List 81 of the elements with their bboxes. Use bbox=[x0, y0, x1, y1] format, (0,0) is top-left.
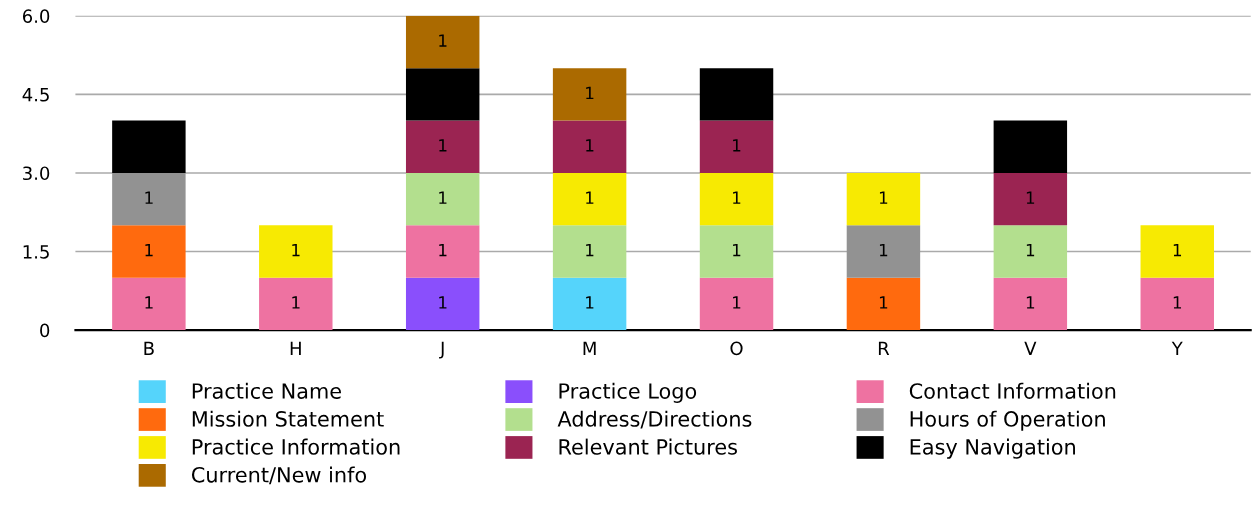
bar bbox=[1140, 277, 1214, 331]
bar bbox=[259, 277, 333, 331]
data-label: 1 bbox=[292, 243, 300, 257]
bar bbox=[405, 172, 480, 226]
data-label: 1 bbox=[1026, 191, 1035, 204]
bar bbox=[112, 120, 186, 173]
data-label: 1 bbox=[879, 243, 888, 257]
legend-label: Hours of Operation bbox=[910, 410, 1105, 431]
data-label: 1 bbox=[145, 243, 153, 257]
x-tick-label: H bbox=[290, 341, 301, 355]
data-label: 1 bbox=[733, 243, 741, 257]
data-label: 1 bbox=[439, 296, 447, 309]
bar bbox=[552, 68, 627, 121]
bar bbox=[993, 172, 1068, 226]
bar bbox=[552, 277, 627, 331]
y-tick-label: 0 bbox=[40, 323, 50, 338]
bar bbox=[405, 15, 480, 69]
data-label: 1 bbox=[586, 191, 594, 204]
data-label: 1 bbox=[733, 191, 741, 204]
legend-label: Practice Logo bbox=[559, 382, 697, 403]
bar bbox=[405, 277, 480, 331]
data-label: 1 bbox=[439, 139, 447, 152]
y-tick-label: 4.5 bbox=[22, 88, 49, 102]
bar bbox=[846, 172, 921, 226]
legend-label: Contact Information bbox=[909, 382, 1116, 399]
bar bbox=[846, 277, 921, 331]
data-label: 1 bbox=[1026, 296, 1035, 309]
x-tick-label: B bbox=[144, 341, 154, 355]
bar bbox=[993, 277, 1068, 331]
x-tick-label: R bbox=[878, 341, 890, 355]
bar bbox=[552, 172, 627, 226]
bar bbox=[699, 68, 774, 121]
bar bbox=[259, 225, 333, 278]
data-label: 1 bbox=[1026, 243, 1035, 257]
bar bbox=[993, 120, 1068, 173]
data-label: 1 bbox=[586, 86, 594, 100]
data-label: 1 bbox=[1173, 243, 1182, 257]
bar bbox=[1140, 225, 1214, 278]
data-label: 1 bbox=[145, 296, 153, 309]
data-label: 1 bbox=[879, 191, 888, 204]
bar bbox=[112, 172, 186, 226]
data-label: 1 bbox=[879, 296, 888, 309]
x-tick-label: J bbox=[439, 341, 444, 359]
y-tick-label: 3.0 bbox=[23, 166, 50, 181]
bar bbox=[112, 225, 186, 278]
y-tick-label: 1.5 bbox=[23, 245, 49, 259]
bar bbox=[552, 120, 627, 173]
legend-label: Practice Information bbox=[192, 438, 400, 455]
legend-label: Current/New info bbox=[191, 466, 367, 485]
bar bbox=[699, 277, 774, 331]
bar bbox=[699, 225, 774, 278]
bar bbox=[846, 225, 921, 278]
data-label: 1 bbox=[439, 191, 447, 204]
data-label: 1 bbox=[439, 243, 447, 257]
legend-label: Address/Directions bbox=[557, 410, 752, 429]
data-label: 1 bbox=[586, 243, 594, 257]
y-tick-label: 6.0 bbox=[22, 9, 50, 23]
legend-label: Mission Statement bbox=[192, 410, 384, 427]
data-label: 1 bbox=[733, 139, 741, 152]
data-label: 1 bbox=[145, 191, 153, 204]
data-label: 1 bbox=[439, 34, 447, 47]
x-tick-label: M bbox=[583, 341, 596, 355]
legend-label: Relevant Pictures bbox=[559, 438, 737, 455]
legend-label: Easy Navigation bbox=[910, 438, 1075, 459]
bar bbox=[405, 225, 480, 278]
data-label: 1 bbox=[586, 296, 594, 309]
bar bbox=[993, 225, 1068, 278]
x-tick-label: Y bbox=[1171, 341, 1183, 355]
bar bbox=[405, 68, 480, 121]
bar bbox=[112, 277, 186, 331]
legend-label: Practice Name bbox=[192, 382, 341, 399]
data-label: 1 bbox=[586, 139, 594, 152]
data-label: 1 bbox=[733, 296, 741, 309]
bar bbox=[552, 225, 627, 278]
bar bbox=[405, 120, 480, 173]
x-tick-label: O bbox=[730, 341, 743, 356]
data-label: 1 bbox=[1173, 296, 1182, 309]
data-label: 1 bbox=[292, 296, 300, 309]
bar bbox=[699, 120, 774, 173]
x-tick-label: V bbox=[1024, 341, 1037, 355]
bar bbox=[699, 172, 774, 226]
